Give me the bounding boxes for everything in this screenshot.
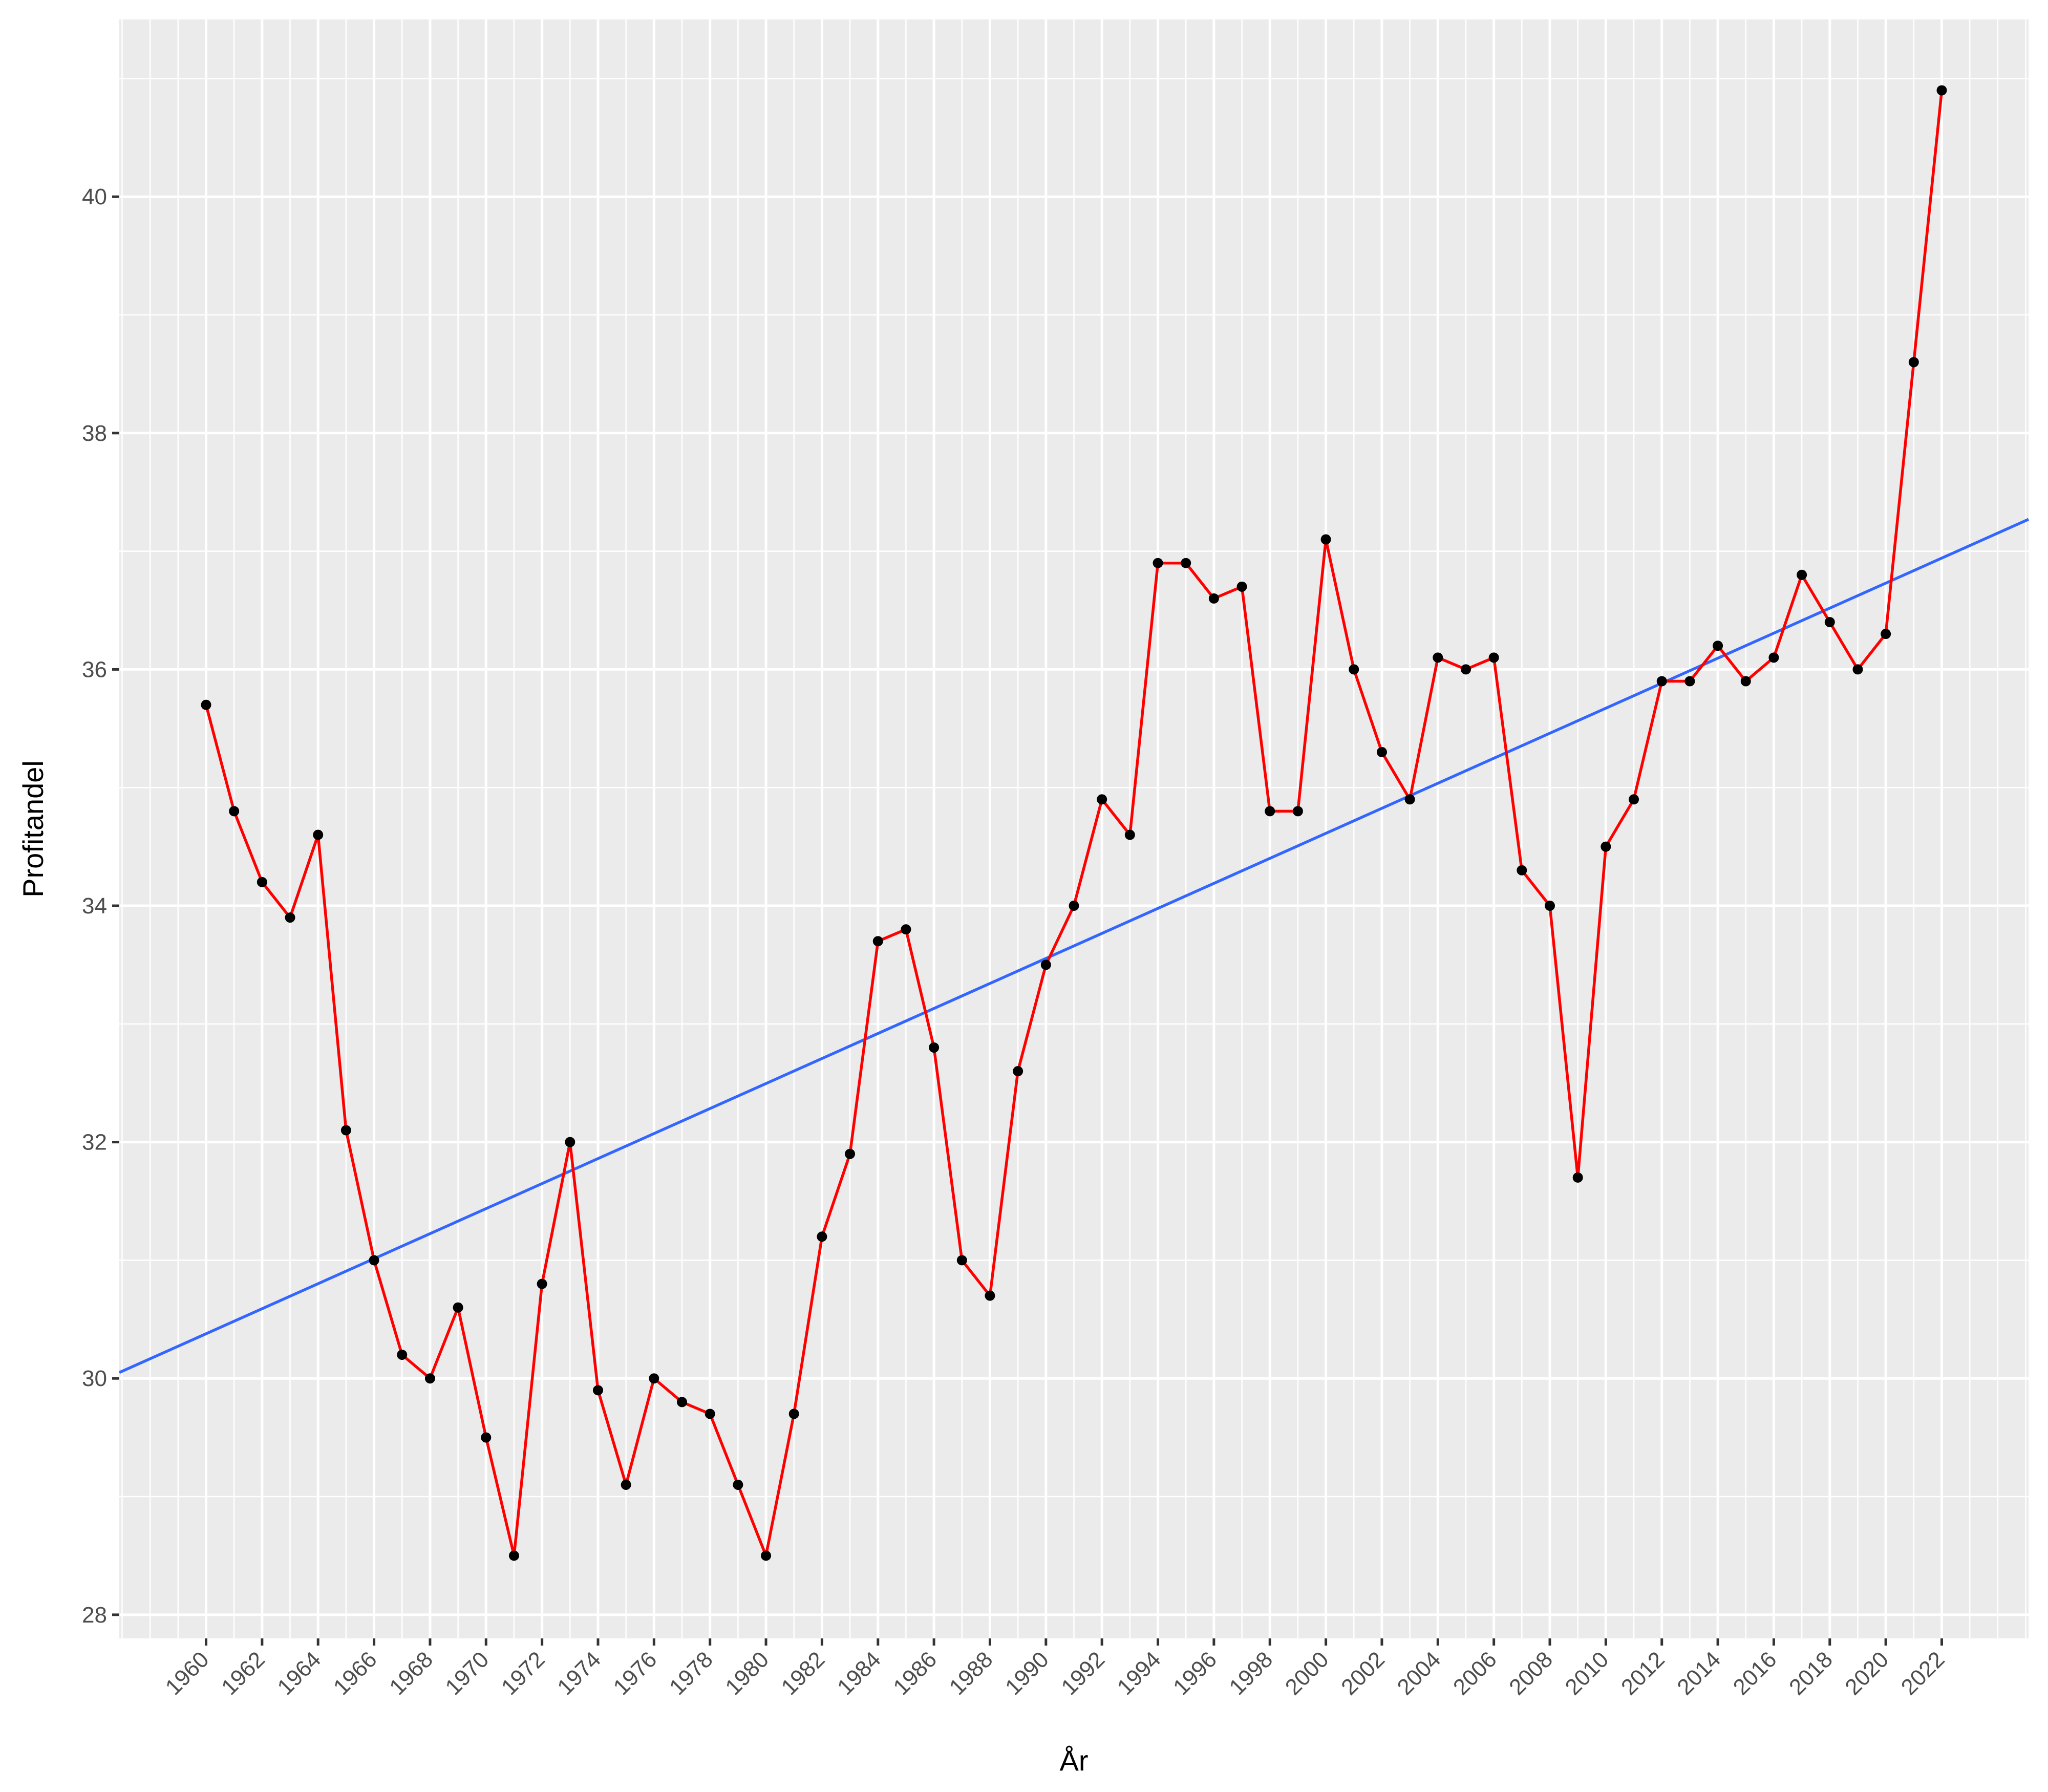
- points-layer: [201, 85, 1947, 1561]
- y-tick-label: 40: [82, 184, 107, 209]
- data-point: [1433, 652, 1443, 663]
- data-point: [1572, 1172, 1583, 1183]
- data-point: [956, 1255, 967, 1266]
- y-tick-label: 38: [82, 421, 107, 446]
- data-point: [1349, 664, 1359, 675]
- data-point: [1852, 664, 1863, 675]
- data-point: [1768, 652, 1779, 663]
- data-point: [733, 1479, 743, 1490]
- data-point: [1517, 865, 1527, 876]
- data-point: [1797, 569, 1807, 580]
- major-gridlines: [119, 19, 2029, 1638]
- data-point: [1292, 806, 1303, 817]
- data-point: [1376, 746, 1387, 757]
- data-point: [649, 1373, 659, 1384]
- data-point: [1684, 676, 1695, 687]
- data-point: [817, 1231, 827, 1242]
- data-point: [1013, 1066, 1023, 1077]
- data-point: [481, 1432, 492, 1443]
- data-point: [537, 1278, 547, 1289]
- data-point: [845, 1148, 856, 1159]
- data-point: [1740, 676, 1751, 687]
- data-point: [453, 1302, 463, 1313]
- data-point: [201, 699, 211, 710]
- data-point: [1629, 794, 1639, 805]
- data-point: [705, 1409, 715, 1419]
- data-point: [1404, 794, 1415, 805]
- data-point: [424, 1373, 435, 1384]
- data-point: [1097, 794, 1107, 805]
- data-point: [1124, 829, 1135, 840]
- y-axis: 28 30 32 34 36 38 40: [82, 184, 119, 1628]
- data-point: [901, 924, 911, 935]
- data-point: [1320, 534, 1331, 545]
- data-point: [1488, 652, 1499, 663]
- y-tick-label: 30: [82, 1366, 107, 1391]
- data-point: [929, 1042, 940, 1053]
- data-point: [1236, 581, 1247, 592]
- data-point: [761, 1550, 772, 1561]
- data-point: [1069, 901, 1079, 911]
- data-point: [1656, 676, 1667, 687]
- y-tick-label: 34: [82, 893, 107, 919]
- x-axis-title: År: [1060, 1744, 1089, 1777]
- y-tick-label: 36: [82, 657, 107, 682]
- data-point: [313, 829, 324, 840]
- data-point: [565, 1137, 575, 1147]
- data-point: [1824, 617, 1835, 628]
- data-point: [1153, 558, 1163, 568]
- data-point: [285, 912, 295, 923]
- data-point: [1265, 806, 1275, 817]
- data-point: [257, 877, 267, 887]
- data-point: [677, 1397, 688, 1407]
- trend-line-layer: [118, 518, 2030, 1374]
- data-point: [1881, 629, 1891, 639]
- data-point: [508, 1550, 519, 1561]
- trend-line: [118, 518, 2030, 1374]
- data-point: [1908, 357, 1919, 368]
- data-point: [872, 936, 883, 947]
- data-point: [397, 1350, 408, 1360]
- data-point: [1601, 841, 1611, 852]
- data-point: [229, 806, 240, 817]
- data-point: [788, 1409, 799, 1419]
- data-point: [985, 1290, 995, 1301]
- y-tick-label: 32: [82, 1130, 107, 1155]
- data-point: [1713, 641, 1723, 651]
- data-point: [621, 1479, 631, 1490]
- data-point: [592, 1385, 603, 1396]
- data-point: [1460, 664, 1471, 675]
- data-point: [1181, 558, 1191, 568]
- y-axis-title: Profitandel: [17, 760, 49, 898]
- data-point: [1040, 959, 1051, 970]
- data-point: [1545, 901, 1555, 911]
- data-point: [369, 1255, 379, 1266]
- minor-gridlines: [119, 19, 2029, 1638]
- data-point: [1208, 593, 1219, 604]
- y-tick-label: 28: [82, 1603, 107, 1628]
- data-point: [1936, 85, 1947, 96]
- data-point: [340, 1125, 351, 1136]
